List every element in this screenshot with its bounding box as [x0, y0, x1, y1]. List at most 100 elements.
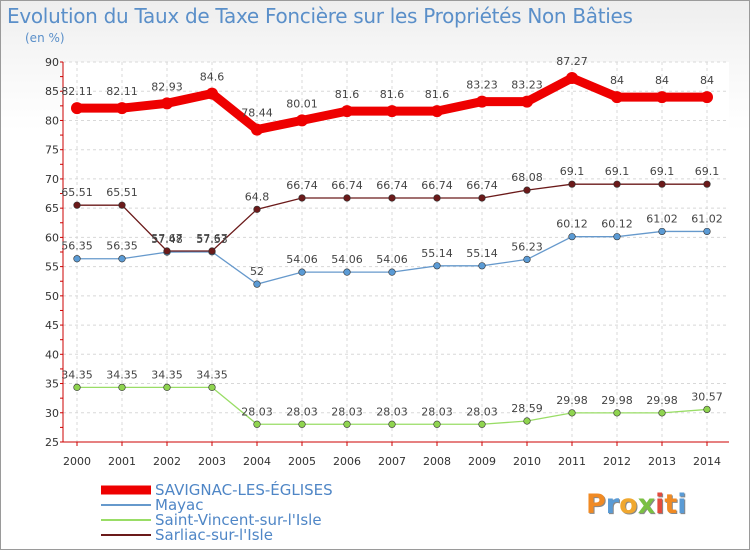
- x-tick-label: 2007: [378, 455, 406, 468]
- data-label: 57.48: [151, 233, 183, 246]
- data-point: [73, 201, 81, 209]
- data-point: [253, 420, 261, 428]
- plot-area: [63, 62, 729, 442]
- data-label: 52: [250, 265, 264, 278]
- data-label: 84: [700, 74, 714, 87]
- data-point: [613, 409, 621, 417]
- data-point: [298, 194, 306, 202]
- x-tick-label: 2009: [468, 455, 496, 468]
- data-label: 56.23: [511, 240, 543, 253]
- y-tick-label: 85: [45, 85, 59, 98]
- data-label: 82.11: [61, 85, 93, 98]
- data-label: 69.1: [650, 165, 675, 178]
- data-point: [701, 91, 713, 104]
- data-label: 57.67: [151, 232, 183, 245]
- data-point: [343, 420, 351, 428]
- data-point: [386, 105, 398, 118]
- data-label: 56.35: [61, 240, 93, 253]
- data-label: 34.35: [151, 368, 183, 381]
- x-tick-label: 2013: [648, 455, 676, 468]
- data-label: 66.74: [421, 179, 453, 192]
- data-point: [703, 405, 711, 414]
- data-label: 29.98: [646, 394, 678, 407]
- data-point: [523, 186, 531, 194]
- data-label: 28.03: [286, 405, 318, 418]
- data-point: [478, 420, 486, 428]
- data-point: [253, 280, 261, 288]
- x-tick-label: 2011: [558, 455, 586, 468]
- data-point: [613, 180, 621, 188]
- data-label: 57.67: [196, 232, 228, 245]
- data-label: 66.74: [331, 179, 363, 192]
- x-tick-label: 2005: [288, 455, 316, 468]
- data-label: 84: [610, 74, 624, 87]
- y-tick-label: 65: [45, 202, 59, 215]
- data-point: [433, 194, 441, 202]
- data-point: [658, 227, 666, 236]
- data-point: [253, 205, 261, 213]
- data-point: [611, 91, 623, 104]
- legend-label: Sarliac-sur-l'Isle: [155, 526, 273, 544]
- data-point: [118, 201, 126, 209]
- data-label: 87.27: [556, 55, 588, 68]
- data-point: [116, 102, 128, 115]
- x-tick-label: 2004: [243, 455, 271, 468]
- y-tick-label: 55: [45, 261, 59, 274]
- data-point: [658, 409, 666, 417]
- data-point: [161, 97, 173, 110]
- legend-label: Saint-Vincent-sur-l'Isle: [155, 511, 322, 529]
- y-tick-label: 50: [45, 290, 59, 303]
- data-point: [296, 114, 308, 127]
- data-label: 68.08: [511, 171, 543, 184]
- data-label: 57.53: [196, 233, 228, 246]
- data-point: [431, 105, 443, 118]
- data-label: 66.74: [376, 179, 408, 192]
- data-label: 83.23: [466, 79, 498, 92]
- data-label: 30.57: [691, 390, 723, 403]
- data-label: 84: [655, 74, 669, 87]
- data-point: [703, 227, 711, 236]
- data-label: 28.03: [466, 405, 498, 418]
- data-label: 84.6: [200, 71, 225, 84]
- data-point: [568, 409, 576, 417]
- x-tick-label: 2003: [198, 455, 226, 468]
- y-tick-label: 70: [45, 173, 59, 186]
- x-tick-label: 2001: [108, 455, 136, 468]
- x-tick-label: 2014: [693, 455, 721, 468]
- x-tick-label: 2012: [603, 455, 631, 468]
- data-label: 34.35: [106, 368, 138, 381]
- data-label: 82.11: [106, 85, 138, 98]
- data-label: 54.06: [286, 253, 318, 266]
- data-point: [568, 180, 576, 188]
- data-point: [523, 417, 531, 425]
- data-point: [343, 268, 351, 276]
- data-point: [73, 383, 81, 391]
- data-point: [388, 194, 396, 202]
- data-point: [341, 105, 353, 118]
- data-label: 81.6: [380, 88, 405, 101]
- data-point: [298, 268, 306, 276]
- data-label: 55.14: [466, 247, 498, 260]
- data-point: [523, 255, 531, 264]
- data-point: [163, 383, 171, 391]
- data-point: [73, 255, 81, 263]
- data-point: [206, 87, 218, 100]
- x-tick-label: 2002: [153, 455, 181, 468]
- y-tick-label: 35: [45, 378, 59, 391]
- data-point: [118, 383, 126, 391]
- data-label: 54.06: [331, 253, 363, 266]
- x-tick-label: 2010: [513, 455, 541, 468]
- y-tick-label: 90: [45, 56, 59, 69]
- data-label: 29.98: [556, 394, 588, 407]
- data-point: [118, 255, 126, 263]
- data-point: [568, 233, 576, 241]
- data-point: [658, 180, 666, 188]
- data-label: 69.1: [695, 165, 720, 178]
- data-label: 65.51: [106, 186, 138, 199]
- data-label: 56.35: [106, 240, 138, 253]
- data-label: 61.02: [646, 212, 678, 225]
- data-point: [433, 262, 441, 270]
- data-label: 28.03: [331, 405, 363, 418]
- data-label: 69.1: [605, 165, 630, 178]
- data-label: 61.02: [691, 212, 723, 225]
